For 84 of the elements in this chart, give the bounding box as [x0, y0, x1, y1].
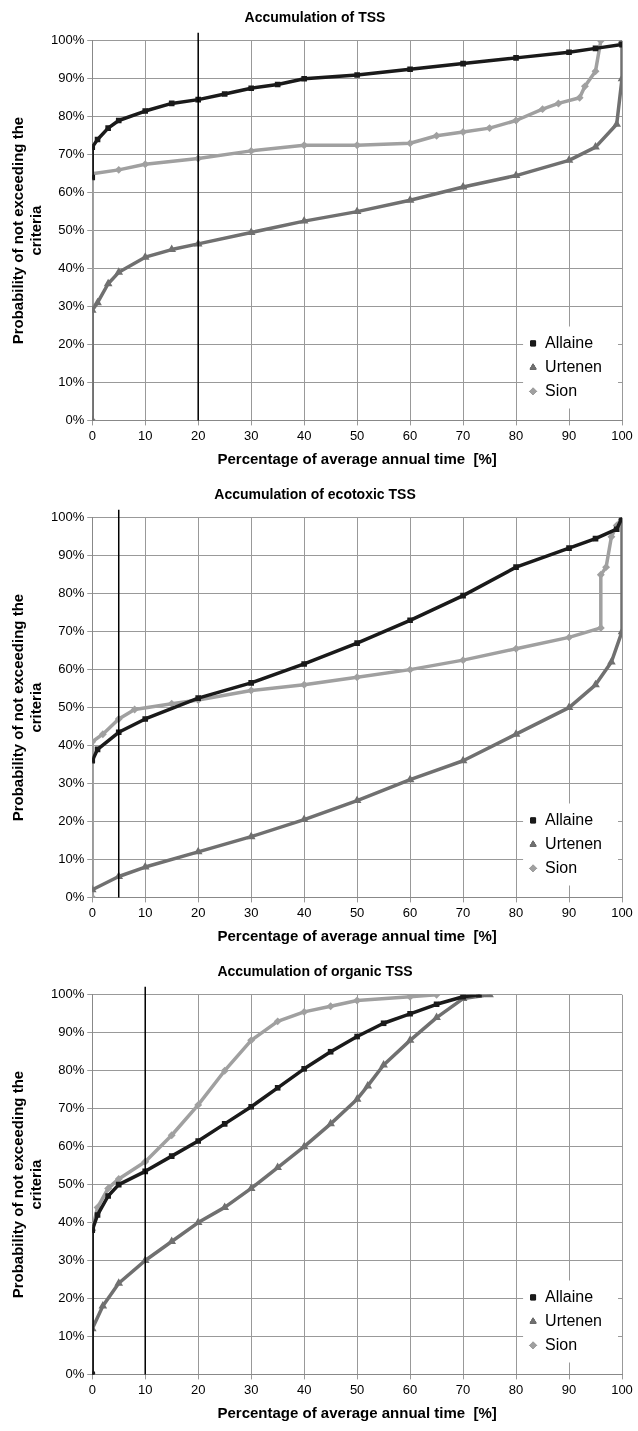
- y-tick-label: 60%: [58, 184, 85, 200]
- y-tick-label: 0%: [65, 411, 85, 427]
- chart-title: Accumulation of organic TSS: [217, 963, 413, 980]
- y-tick-label: 20%: [58, 1290, 85, 1306]
- y-axis-title: Probability of not exceeding the criteria: [9, 116, 45, 345]
- legend-label: Allaine: [545, 810, 594, 828]
- x-tick-label: 50: [349, 904, 365, 920]
- x-tick-label: 60: [402, 904, 418, 920]
- x-tick-label: 40: [296, 904, 312, 920]
- y-tick-label: 90%: [58, 547, 85, 563]
- x-tick-label: 40: [296, 1381, 312, 1397]
- legend-label: Sion: [545, 858, 578, 876]
- y-axis-title: Probability of not exceeding the criteria: [9, 1070, 45, 1299]
- x-tick-label: 10: [137, 1381, 153, 1397]
- chart-title: Accumulation of TSS: [244, 9, 386, 26]
- x-tick-label: 0: [88, 904, 96, 920]
- y-tick-label: 40%: [58, 1214, 85, 1230]
- y-tick-label: 70%: [58, 1100, 85, 1116]
- x-tick-label: 20: [190, 904, 206, 920]
- y-tick-label: 30%: [58, 1252, 85, 1268]
- x-tick-label: 30: [243, 427, 259, 443]
- y-tick-label: 50%: [58, 222, 85, 238]
- y-tick-label: 80%: [58, 1062, 85, 1078]
- x-axis-title: Percentage of average annual time [%]: [217, 927, 497, 945]
- x-tick-label: 60: [402, 427, 418, 443]
- y-tick-label: 50%: [58, 1176, 85, 1192]
- x-tick-label: 100: [611, 1381, 633, 1397]
- x-tick-label: 90: [561, 904, 577, 920]
- y-tick-label: 0%: [65, 888, 85, 904]
- x-tick-label: 70: [455, 904, 471, 920]
- y-tick-label: 40%: [58, 737, 85, 753]
- y-tick-label: 60%: [58, 661, 85, 677]
- x-axis-title: Percentage of average annual time [%]: [217, 1404, 497, 1422]
- legend-label: Urtenen: [545, 1311, 602, 1329]
- y-tick-label: 100%: [51, 986, 85, 1002]
- x-tick-label: 80: [508, 904, 524, 920]
- y-tick-label: 80%: [58, 108, 85, 124]
- y-tick-label: 20%: [58, 336, 85, 352]
- x-tick-label: 20: [190, 1381, 206, 1397]
- x-tick-label: 90: [561, 1381, 577, 1397]
- y-tick-label: 60%: [58, 1138, 85, 1154]
- y-tick-label: 100%: [51, 32, 85, 48]
- x-tick-label: 10: [137, 427, 153, 443]
- y-tick-label: 80%: [58, 585, 85, 601]
- x-tick-label: 80: [508, 427, 524, 443]
- legend-label: Urtenen: [545, 357, 602, 375]
- y-tick-label: 70%: [58, 623, 85, 639]
- y-tick-label: 10%: [58, 374, 85, 390]
- x-tick-label: 80: [508, 1381, 524, 1397]
- x-tick-label: 50: [349, 427, 365, 443]
- y-tick-label: 30%: [58, 775, 85, 791]
- y-tick-label: 50%: [58, 699, 85, 715]
- x-tick-label: 30: [243, 1381, 259, 1397]
- y-tick-label: 10%: [58, 1328, 85, 1344]
- x-tick-label: 100: [611, 427, 633, 443]
- x-tick-label: 20: [190, 427, 206, 443]
- x-tick-label: 40: [296, 427, 312, 443]
- x-tick-label: 70: [455, 427, 471, 443]
- legend-label: Sion: [545, 381, 578, 399]
- x-tick-label: 0: [88, 1381, 96, 1397]
- y-tick-label: 20%: [58, 813, 85, 829]
- y-tick-label: 30%: [58, 298, 85, 314]
- legend-label: Allaine: [545, 333, 594, 351]
- x-tick-label: 70: [455, 1381, 471, 1397]
- x-tick-label: 0: [88, 427, 96, 443]
- x-tick-label: 90: [561, 427, 577, 443]
- y-tick-label: 10%: [58, 851, 85, 867]
- y-tick-label: 90%: [58, 1024, 85, 1040]
- legend-label: Allaine: [545, 1287, 594, 1305]
- y-tick-label: 70%: [58, 146, 85, 162]
- y-tick-label: 0%: [65, 1365, 85, 1381]
- legend-label: Sion: [545, 1335, 578, 1353]
- y-tick-label: 100%: [51, 509, 85, 525]
- x-tick-label: 10: [137, 904, 153, 920]
- legend-label: Urtenen: [545, 834, 602, 852]
- x-tick-label: 60: [402, 1381, 418, 1397]
- x-tick-label: 30: [243, 904, 259, 920]
- y-tick-label: 90%: [58, 70, 85, 86]
- x-axis-title: Percentage of average annual time [%]: [217, 450, 497, 468]
- x-tick-label: 100: [611, 904, 633, 920]
- y-tick-label: 40%: [58, 260, 85, 276]
- chart-title: Accumulation of ecotoxic TSS: [214, 486, 416, 503]
- x-tick-label: 50: [349, 1381, 365, 1397]
- y-axis-title: Probability of not exceeding the criteria: [9, 593, 45, 822]
